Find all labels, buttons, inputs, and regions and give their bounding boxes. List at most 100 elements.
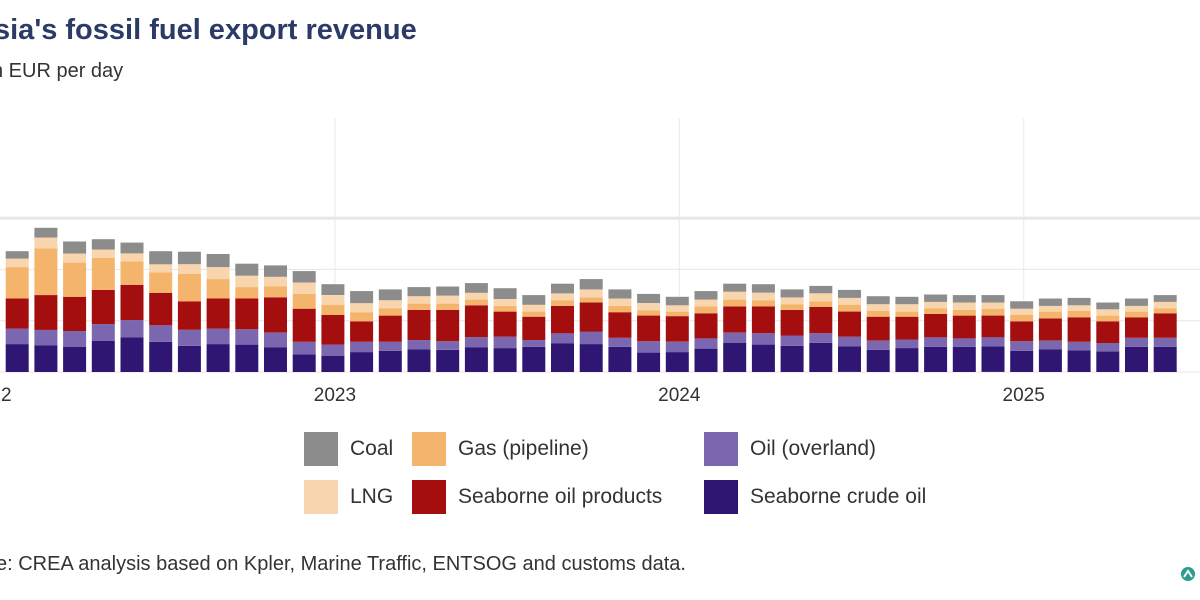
bar-segment-oil-overland <box>350 341 374 353</box>
bar-segment-lng <box>579 289 603 298</box>
bar-segment-coal <box>1038 298 1062 306</box>
bar-segment-lng <box>637 303 661 311</box>
bar-segment-coal <box>350 291 374 304</box>
bar-segment-seaborne-crude-oil <box>493 348 517 372</box>
bar-segment-gas-pipeline <box>1010 315 1034 322</box>
bar-segment-oil-overland <box>924 337 948 347</box>
legend-swatch-oil-overland <box>704 432 738 466</box>
bar-segment-lng <box>809 293 833 302</box>
bar-segment-seaborne-oil-products <box>493 311 517 337</box>
bar-segment-oil-overland <box>809 333 833 343</box>
legend-swatch-coal <box>304 432 338 466</box>
bar-segment-seaborne-oil-products <box>5 298 29 329</box>
bar-segment-coal <box>407 287 431 297</box>
bar-segment-oil-overland <box>292 341 316 355</box>
bar-segment-gas-pipeline <box>34 248 58 295</box>
bar-segment-seaborne-oil-products <box>981 315 1005 338</box>
bar-segment-seaborne-crude-oil <box>321 356 345 372</box>
bar-segment-gas-pipeline <box>551 300 574 306</box>
bar-segment-seaborne-oil-products <box>665 316 689 342</box>
bar-segment-seaborne-crude-oil <box>665 352 689 372</box>
bar-segment-seaborne-crude-oil <box>952 346 976 372</box>
bar-segment-coal <box>464 283 488 293</box>
legend: Coal Gas (pipeline) Oil (overland) LNG S… <box>0 425 1200 525</box>
bar-segment-lng <box>436 295 460 304</box>
legend-item-seaborne-crude-oil: Seaborne crude oil <box>704 479 926 515</box>
bar-segment-gas-pipeline <box>378 308 402 316</box>
bar-segment-gas-pipeline <box>809 301 833 307</box>
bar-segment-lng <box>866 304 890 311</box>
bar-segment-lng <box>350 303 374 313</box>
legend-label-seaborne-crude-oil: Seaborne crude oil <box>750 485 927 508</box>
bar-segment-lng <box>952 302 976 310</box>
bar-segment-gas-pipeline <box>579 297 603 303</box>
bar-segment-coal <box>1125 298 1148 306</box>
bar-segment-gas-pipeline <box>5 267 29 299</box>
bar-segment-coal <box>780 289 804 298</box>
bar-segment-coal <box>895 296 919 305</box>
bar-segment-lng <box>751 292 775 301</box>
bar-segment-seaborne-crude-oil <box>120 337 144 372</box>
bar-segment-lng <box>120 253 144 262</box>
bar-segment-oil-overland <box>91 324 115 341</box>
bar-segment-seaborne-oil-products <box>838 311 861 337</box>
bar-segment-seaborne-crude-oil <box>407 349 431 372</box>
bar-segment-seaborne-crude-oil <box>1153 346 1177 372</box>
bar-segment-oil-overland <box>436 341 460 350</box>
bar-segment-lng <box>464 292 488 300</box>
bar-segment-oil-overland <box>264 332 287 348</box>
bar-segment-oil-overland <box>838 336 861 347</box>
bar-segment-seaborne-crude-oil <box>149 341 173 372</box>
legend-item-seaborne-oil-products: Seaborne oil products <box>412 479 662 515</box>
bar-segment-seaborne-oil-products <box>694 313 718 339</box>
bar-segment-seaborne-oil-products <box>235 298 259 330</box>
bar-segment-seaborne-oil-products <box>264 297 287 333</box>
bar-segment-seaborne-oil-products <box>751 306 775 334</box>
bar-segment-seaborne-crude-oil <box>838 346 861 372</box>
bar-segment-gas-pipeline <box>177 274 201 302</box>
bar-segment-gas-pipeline <box>522 311 546 317</box>
chart-title: sia's fossil fuel export revenue <box>0 14 417 46</box>
bar-segment-seaborne-oil-products <box>637 315 661 342</box>
bar-segment-coal <box>149 251 173 265</box>
bar-segment-lng <box>522 304 546 312</box>
bar-segment-gas-pipeline <box>608 305 632 313</box>
x-tick-label: 2023 <box>314 385 356 406</box>
bar-segment-seaborne-oil-products <box>895 316 919 340</box>
bar-segment-seaborne-crude-oil <box>522 346 546 372</box>
bar-segment-seaborne-oil-products <box>1096 321 1120 343</box>
bar-segment-coal <box>637 293 661 303</box>
bar-segment-oil-overland <box>206 328 230 345</box>
bar-segment-seaborne-crude-oil <box>866 349 890 372</box>
bar-segment-seaborne-crude-oil <box>751 344 775 372</box>
bar-segment-seaborne-oil-products <box>780 309 804 336</box>
bar-segment-lng <box>981 302 1005 309</box>
bar-segment-coal <box>751 284 775 293</box>
bar-segment-lng <box>34 237 58 249</box>
bar-segment-seaborne-oil-products <box>120 284 144 321</box>
bar-segment-gas-pipeline <box>120 261 144 285</box>
bar-segment-coal <box>579 279 603 290</box>
bar-segment-seaborne-oil-products <box>1067 317 1091 342</box>
bar-segment-lng <box>1067 305 1091 311</box>
bar-segment-seaborne-crude-oil <box>981 346 1005 372</box>
bar-segment-oil-overland <box>723 332 747 343</box>
bar-segment-oil-overland <box>780 335 804 346</box>
bar-segment-gas-pipeline <box>723 299 747 307</box>
bar-segment-lng <box>177 264 201 274</box>
bar-segment-oil-overland <box>551 333 574 344</box>
bar-segment-seaborne-crude-oil <box>809 342 833 372</box>
bar-segment-gas-pipeline <box>866 311 890 317</box>
legend-item-oil-overland: Oil (overland) <box>704 431 876 467</box>
bar-segment-lng <box>63 253 87 263</box>
bar-segment-gas-pipeline <box>464 299 488 306</box>
bar-segment-coal <box>924 294 948 302</box>
bar-segment-seaborne-oil-products <box>579 302 603 332</box>
bar-segment-lng <box>1153 301 1177 309</box>
bar-segment-seaborne-crude-oil <box>206 344 230 372</box>
bar-segment-coal <box>493 288 517 299</box>
bar-segment-lng <box>665 305 689 312</box>
bar-segment-seaborne-oil-products <box>292 308 316 342</box>
legend-item-lng: LNG <box>304 479 393 515</box>
bar-segment-seaborne-oil-products <box>177 301 201 330</box>
